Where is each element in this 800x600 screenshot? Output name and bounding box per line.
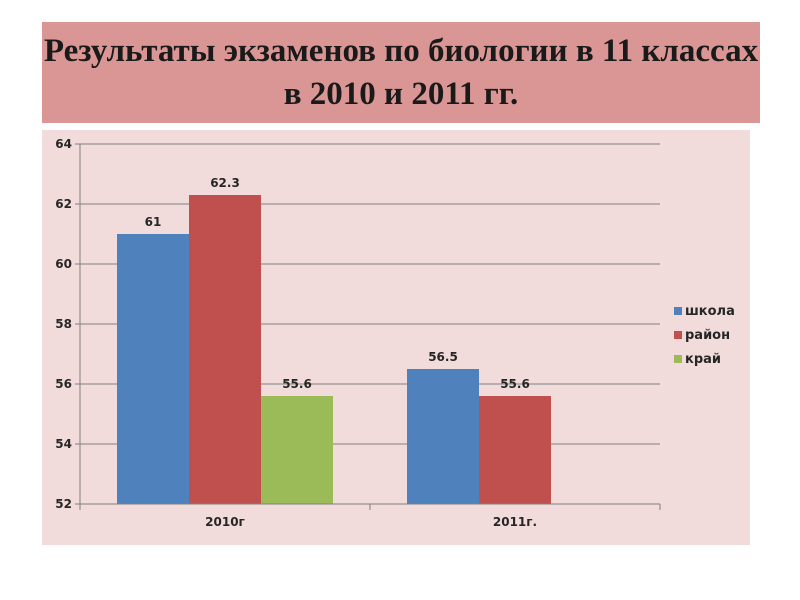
- legend-swatch-край: [674, 355, 682, 363]
- y-tick-label: 52: [55, 497, 72, 511]
- legend-label: школа: [685, 304, 735, 319]
- y-tick-label: 62: [55, 197, 72, 211]
- legend-label: район: [685, 328, 730, 343]
- x-tick-label: 2010г: [205, 515, 245, 529]
- bar-край-2010г: [261, 396, 333, 504]
- data-label: 56.5: [428, 350, 458, 364]
- bar-район-2010г: [189, 195, 261, 504]
- data-label: 62.3: [210, 176, 240, 190]
- y-tick-label: 56: [55, 377, 72, 391]
- bar-chart: 52 54 56 58 60 62 64 61 62.3 55.6 2010г 56.5 55.6 201…: [55, 137, 735, 529]
- y-tick-label: 58: [55, 317, 72, 331]
- data-label: 55.6: [282, 377, 312, 391]
- data-label: 61: [145, 215, 162, 229]
- bar-школа-2010г: [117, 234, 189, 504]
- y-tick-label: 60: [55, 257, 72, 271]
- y-tick-label: 64: [55, 137, 72, 151]
- data-label: 55.6: [500, 377, 530, 391]
- x-tick-label: 2011г.: [493, 515, 537, 529]
- bar-район-2011г.: [479, 396, 551, 504]
- bar-школа-2011г.: [407, 369, 479, 504]
- chart-area: 52 54 56 58 60 62 64 61 62.3 55.6 2010г 56.5 55.6 201…: [42, 130, 750, 545]
- y-tick-label: 54: [55, 437, 72, 451]
- title-banner: Результаты экзаменов по биологии в 11 кл…: [42, 22, 760, 123]
- legend-swatch-школа: [674, 307, 682, 315]
- legend-label: край: [685, 352, 721, 367]
- chart-title: Результаты экзаменов по биологии в 11 кл…: [43, 32, 759, 112]
- legend-swatch-район: [674, 331, 682, 339]
